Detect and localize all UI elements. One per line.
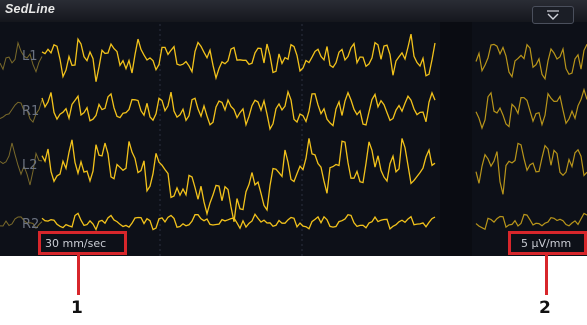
eeg-display: SedLine L1 R1 L2 R2 30 mm/sec 5 µV/mm [0,0,587,256]
eeg-trace-r1 [41,89,436,131]
callout-number-2: 2 [539,298,551,318]
speed-callout-box [38,231,127,255]
eeg-trace-l1-faded-left [0,40,43,74]
eeg-trace-r1-right [475,87,587,130]
eeg-trace-r2-faded-left [0,216,43,230]
menu-button[interactable] [532,6,574,24]
eeg-trace-l2-right [475,142,587,195]
callout-number-1: 1 [71,298,83,318]
eeg-trace-r1-faded-left [0,99,43,124]
app-title: SedLine [5,2,56,16]
amplitude-scale-label[interactable]: 5 µV/mm [521,237,572,250]
channel-label-l1: L1 [22,49,38,64]
sweep-gap [440,22,472,256]
amplitude-callout-box [508,231,587,255]
eeg-trace-r2-right [475,212,587,231]
eeg-trace-l1 [41,33,436,82]
callout-line-2 [545,255,548,295]
eeg-trace-l2-faded-left [0,142,43,186]
channel-label-l2: L2 [22,158,38,173]
title-bar: SedLine [0,0,587,22]
callout-line-1 [77,255,80,295]
eeg-trace-r2 [41,212,436,232]
eeg-trace-l2 [41,138,436,222]
channel-label-r2: R2 [22,217,40,232]
eeg-trace-l1-right [475,43,587,81]
channel-label-r1: R1 [22,104,40,119]
eeg-waveform-area [0,22,587,256]
chevron-down-icon [547,10,559,20]
sweep-speed-label[interactable]: 30 mm/sec [45,237,107,250]
